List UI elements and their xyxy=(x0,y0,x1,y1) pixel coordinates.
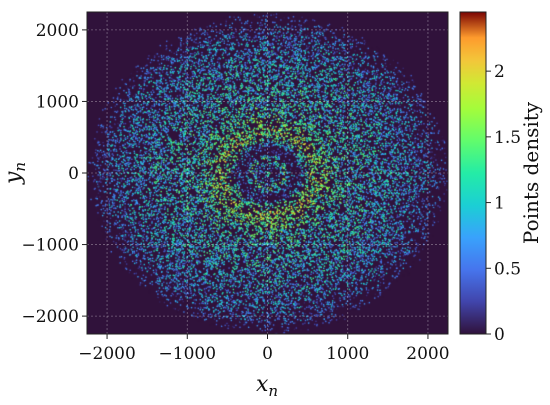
y-tick-label: −2000 xyxy=(21,307,79,327)
colorbar xyxy=(459,11,487,335)
colorbar-tick-label: 0.5 xyxy=(494,259,521,279)
y-axis-label-subscript: n xyxy=(11,162,29,172)
colorbar-tick-label: 0 xyxy=(494,325,505,345)
x-tick-label: 2000 xyxy=(406,344,449,364)
colorbar-tick-label: 2 xyxy=(494,62,505,82)
x-tick-label: −1000 xyxy=(159,344,217,364)
colorbar-tick-label: 1.5 xyxy=(494,128,521,148)
x-tick-label: 1000 xyxy=(326,344,369,364)
y-tick-label: 2000 xyxy=(36,21,79,41)
y-axis-ticks: −2000 −1000 0 1000 2000 xyxy=(21,21,87,327)
y-tick-label: −1000 xyxy=(21,236,79,256)
x-axis-label-subscript: n xyxy=(268,382,278,400)
density-scatter-plot xyxy=(87,12,448,334)
colorbar-label: Points density xyxy=(519,101,543,244)
colorbar-tick-label: 1 xyxy=(494,194,505,214)
x-axis-label: xn xyxy=(256,372,278,400)
colorbar-ticks: 0 0.5 1 1.5 2 xyxy=(486,62,521,345)
x-tick-label: −2000 xyxy=(78,344,136,364)
y-axis-label: yn xyxy=(1,162,29,185)
y-tick-label: 0 xyxy=(68,164,79,184)
x-axis-ticks: −2000 −1000 0 1000 2000 xyxy=(78,334,450,364)
x-tick-label: 0 xyxy=(262,344,273,364)
grid-lines xyxy=(87,12,448,334)
y-tick-label: 1000 xyxy=(36,92,79,112)
